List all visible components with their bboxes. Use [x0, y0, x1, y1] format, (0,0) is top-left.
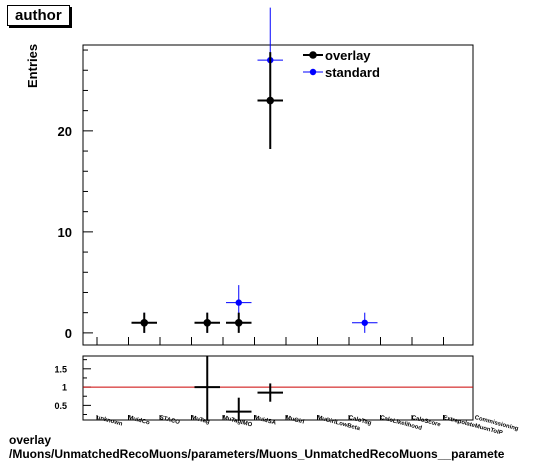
main-plot-frame	[82, 44, 474, 346]
standard-point	[361, 319, 368, 326]
y-tick-label: 0	[65, 326, 72, 341]
ratio-y-tick-label: 1	[62, 383, 67, 393]
category-label: CaloTag	[348, 415, 372, 427]
ratio-x-ticks	[96, 415, 444, 420]
ratio-series-group	[194, 356, 283, 420]
overlay-point	[266, 96, 275, 105]
legend-overlay-marker	[309, 51, 317, 59]
overlay-point	[234, 318, 243, 327]
category-label: MuidCo	[127, 415, 150, 427]
legend: overlay standard	[303, 48, 380, 80]
y-tick-label: 10	[58, 225, 72, 240]
main-x-ticks	[96, 337, 444, 345]
main-series-group	[131, 7, 378, 333]
footer: overlay /Muons/UnmatchedRecoMuons/parame…	[9, 433, 546, 461]
standard-point	[235, 299, 242, 306]
category-label: unknown	[96, 415, 123, 428]
ratio-y-tick-label: 0.5	[54, 401, 67, 411]
category-label: MuTag	[190, 415, 210, 426]
footer-line-2: /Muons/UnmatchedRecoMuons/parameters/Muo…	[9, 447, 505, 461]
overlay-point	[140, 318, 149, 327]
overlay-point	[203, 318, 212, 327]
category-label: MuidSA	[253, 415, 277, 427]
legend-overlay-label: overlay	[325, 48, 371, 63]
y-tick-label: 20	[58, 124, 72, 139]
legend-standard-marker	[309, 68, 317, 76]
legend-standard-label: standard	[325, 65, 380, 80]
category-label: MuTagIMO	[222, 415, 253, 429]
histogram-title: author	[7, 5, 70, 26]
ratio-plot-frame	[82, 355, 474, 421]
category-label: STACO	[159, 415, 181, 426]
category-label: MuGirl	[285, 415, 305, 426]
y-axis-label: Entries	[25, 44, 40, 88]
main-y-tick-labels: 0 10 20	[58, 124, 72, 341]
ratio-y-tick-labels: 0.5 1 1.5	[54, 364, 67, 411]
footer-line-1: overlay	[9, 433, 52, 447]
main-y-ticks	[83, 49, 93, 334]
ratio-y-tick-label: 1.5	[54, 364, 67, 374]
